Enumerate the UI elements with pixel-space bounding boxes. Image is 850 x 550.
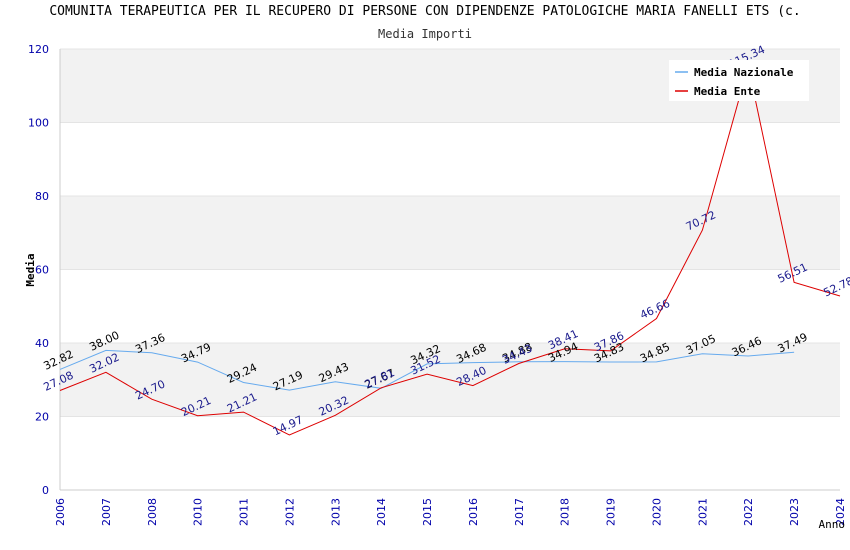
y-tick-label: 20	[35, 411, 49, 424]
x-tick-label: 2017	[513, 498, 526, 526]
y-axis-title: Media	[24, 253, 37, 286]
x-tick-label: 2024	[834, 498, 847, 526]
x-tick-label: 2020	[650, 498, 663, 526]
x-tick-label: 2019	[605, 498, 618, 526]
x-tick-label: 2016	[467, 498, 480, 526]
y-tick-label: 0	[42, 484, 49, 497]
x-tick-label: 2021	[696, 498, 709, 526]
y-tick-label: 60	[35, 264, 49, 277]
x-tick-label: 2018	[559, 498, 572, 526]
x-tick-label: 2007	[100, 498, 113, 526]
y-tick-label: 40	[35, 337, 49, 350]
legend-label: Media Nazionale	[694, 66, 794, 79]
x-tick-label: 2010	[192, 498, 205, 526]
legend-box	[669, 60, 809, 101]
series-line-media-ente	[59, 65, 841, 436]
series-line-media-nazionale	[59, 349, 795, 391]
y-axis-ticks: 0 20 40 60 80 100 120	[28, 43, 49, 497]
x-tick-label: 2023	[788, 498, 801, 526]
x-tick-label: 2012	[283, 498, 296, 526]
x-tick-label: 2013	[329, 498, 342, 526]
legend: Media Nazionale Media Ente	[669, 60, 809, 101]
legend-label: Media Ente	[694, 85, 761, 98]
chart-subtitle: Media Importi	[378, 27, 472, 41]
x-axis-title: Anno	[819, 518, 846, 531]
series-lines	[59, 65, 841, 436]
x-tick-label: 2006	[54, 498, 67, 526]
y-tick-label: 120	[28, 43, 49, 56]
y-tick-label: 100	[28, 117, 49, 130]
x-tick-label: 2015	[421, 498, 434, 526]
x-axis-ticks: 2006 2007 2008 2010 2011 2012 2013 2014 2015 2016…	[54, 498, 847, 526]
x-tick-label: 2008	[146, 498, 159, 526]
x-tick-label: 2022	[742, 498, 755, 526]
x-tick-label: 2014	[375, 498, 388, 526]
grid-band	[60, 196, 840, 270]
gridlines	[59, 48, 840, 491]
x-tick-label: 2011	[238, 498, 251, 526]
y-tick-label: 80	[35, 190, 49, 203]
chart-title: COMUNITA TERAPEUTICA PER IL RECUPERO DI …	[49, 4, 801, 19]
